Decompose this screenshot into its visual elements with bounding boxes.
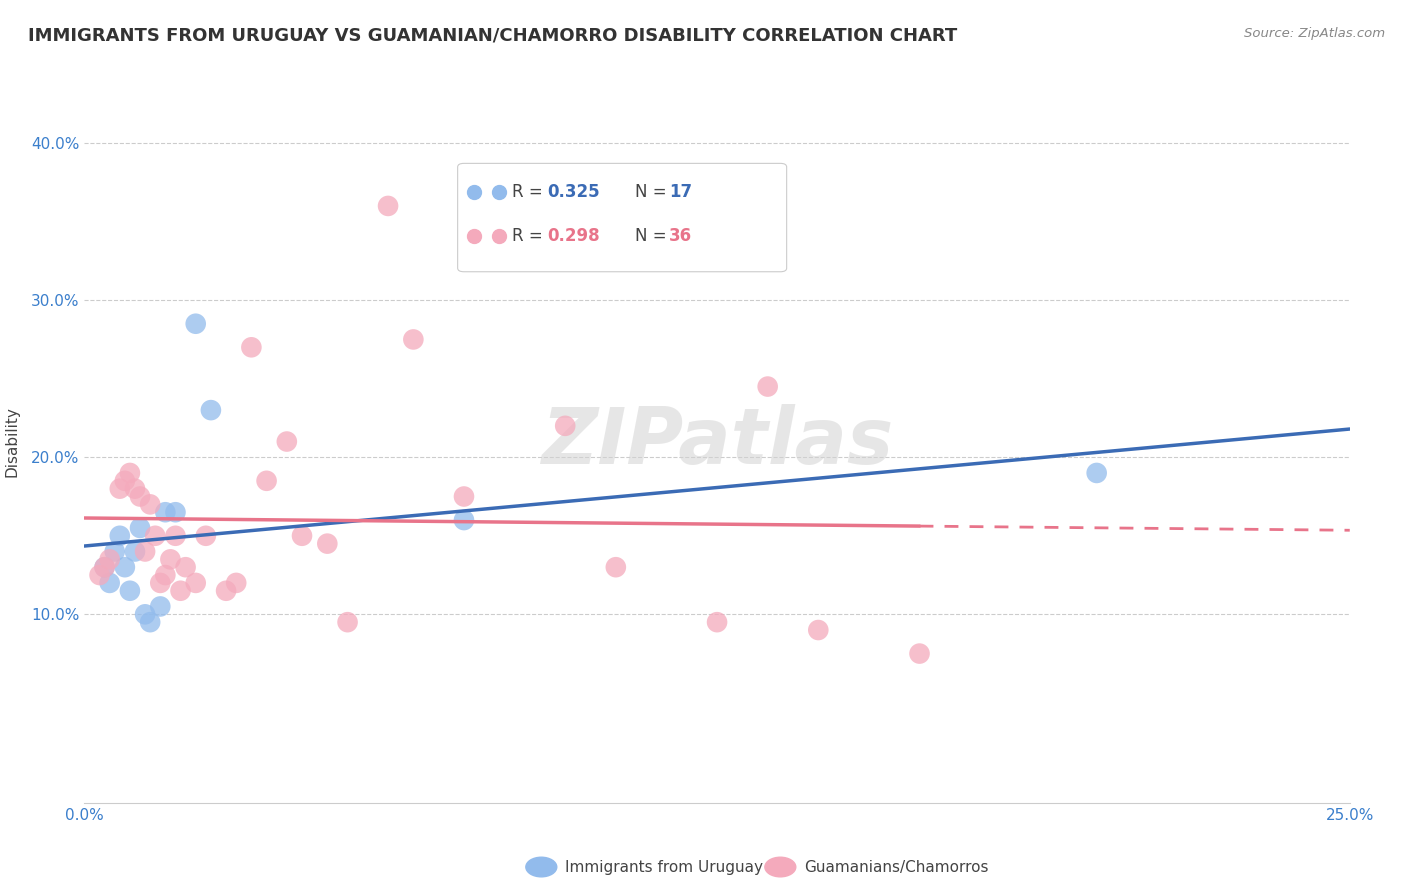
Text: 17: 17	[669, 183, 692, 202]
Point	[89, 568, 111, 582]
Point	[143, 529, 166, 543]
Point	[149, 599, 172, 614]
Text: Source: ZipAtlas.com: Source: ZipAtlas.com	[1244, 27, 1385, 40]
Point	[124, 544, 146, 558]
Point	[706, 615, 728, 630]
Text: Guamanians/Chamorros: Guamanians/Chamorros	[804, 860, 988, 874]
Text: 36: 36	[669, 227, 692, 244]
Point	[215, 583, 238, 598]
Text: ZIPatlas: ZIPatlas	[541, 403, 893, 480]
Point	[908, 647, 931, 661]
Point	[1085, 466, 1108, 480]
Point	[169, 583, 191, 598]
Text: Immigrants from Uruguay: Immigrants from Uruguay	[565, 860, 763, 874]
Text: 0.325: 0.325	[547, 183, 600, 202]
Point	[336, 615, 359, 630]
Point	[98, 575, 121, 590]
Point	[134, 607, 156, 622]
Point	[129, 490, 152, 504]
Point	[291, 529, 314, 543]
Point	[184, 575, 207, 590]
FancyBboxPatch shape	[458, 163, 787, 272]
Point	[256, 474, 278, 488]
Point	[316, 536, 339, 550]
Point	[276, 434, 298, 449]
Point	[240, 340, 263, 354]
Text: R =: R =	[512, 227, 548, 244]
Point	[225, 575, 247, 590]
Text: IMMIGRANTS FROM URUGUAY VS GUAMANIAN/CHAMORRO DISABILITY CORRELATION CHART: IMMIGRANTS FROM URUGUAY VS GUAMANIAN/CHA…	[28, 27, 957, 45]
Point	[377, 199, 399, 213]
Point	[174, 560, 197, 574]
Text: R =: R =	[512, 183, 548, 202]
Point	[149, 575, 172, 590]
Point	[93, 560, 115, 574]
Point	[554, 418, 576, 433]
Point	[159, 552, 181, 566]
Point	[605, 560, 627, 574]
Point	[453, 490, 475, 504]
Text: N =: N =	[636, 227, 672, 244]
Point	[118, 466, 141, 480]
Text: 0.298: 0.298	[547, 227, 600, 244]
Point	[104, 544, 127, 558]
Point	[118, 583, 141, 598]
Point	[155, 568, 177, 582]
Point	[402, 333, 425, 347]
Point	[807, 623, 830, 637]
Point	[114, 474, 136, 488]
Point	[165, 505, 187, 519]
Point	[155, 505, 177, 519]
Point	[194, 529, 217, 543]
Point	[139, 615, 162, 630]
Point	[108, 529, 131, 543]
Point	[129, 521, 152, 535]
Y-axis label: Disability: Disability	[4, 406, 20, 477]
Point	[756, 379, 779, 393]
Point	[139, 497, 162, 511]
Text: N =: N =	[636, 183, 672, 202]
Point	[165, 529, 187, 543]
Point	[200, 403, 222, 417]
Point	[124, 482, 146, 496]
Point	[114, 560, 136, 574]
Point	[98, 552, 121, 566]
Point	[93, 560, 115, 574]
Point	[453, 513, 475, 527]
Point	[134, 544, 156, 558]
Point	[184, 317, 207, 331]
Point	[108, 482, 131, 496]
